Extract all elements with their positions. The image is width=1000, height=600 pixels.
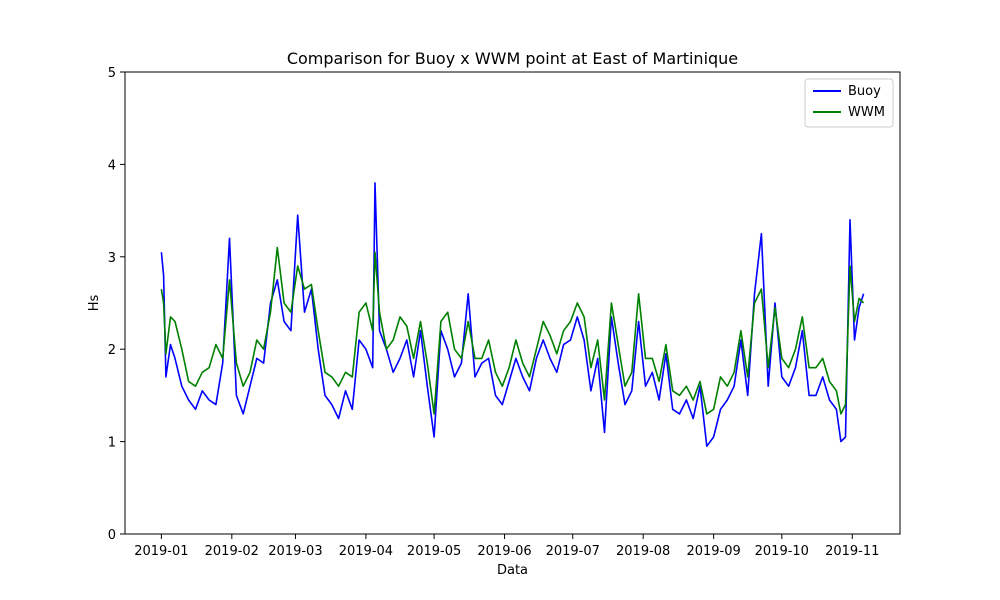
y-axis: 0 1 2 3 4 5 bbox=[108, 66, 125, 543]
x-tick-label: 2019-06 bbox=[477, 544, 531, 559]
x-tick-label: 2019-01 bbox=[134, 544, 188, 559]
y-tick-label: 4 bbox=[108, 158, 116, 173]
y-tick-label: 1 bbox=[108, 436, 116, 451]
x-axis: 2019-01 2019-02 2019-03 2019-04 2019-05 2019-… bbox=[134, 534, 879, 559]
y-axis-label: Hs bbox=[87, 295, 102, 312]
x-tick-label: 2019-08 bbox=[616, 544, 670, 559]
x-tick-label: 2019-05 bbox=[407, 544, 461, 559]
x-tick-label: 2019-09 bbox=[686, 544, 740, 559]
x-tick-label: 2019-10 bbox=[755, 544, 809, 559]
x-tick-label: 2019-02 bbox=[205, 544, 259, 559]
x-tick-label: 2019-07 bbox=[546, 544, 600, 559]
plot-area bbox=[125, 72, 900, 534]
x-tick-label: 2019-04 bbox=[339, 544, 393, 559]
x-axis-label: Data bbox=[497, 563, 528, 578]
legend: Buoy WWM bbox=[804, 78, 894, 128]
legend-label-wwm: WWM bbox=[848, 105, 885, 120]
y-tick-label: 5 bbox=[108, 66, 116, 81]
x-tick-label: 2019-03 bbox=[268, 544, 322, 559]
series-layer bbox=[160, 182, 865, 447]
plot-frame bbox=[124, 71, 901, 535]
chart-title: Comparison for Buoy x WWM point at East … bbox=[287, 49, 738, 68]
series-line-wwm bbox=[160, 246, 865, 415]
y-tick-label: 3 bbox=[108, 251, 116, 266]
y-tick-label: 0 bbox=[108, 528, 116, 543]
series-line-buoy bbox=[160, 182, 865, 447]
legend-label-buoy: Buoy bbox=[848, 84, 881, 99]
x-tick-label: 2019-11 bbox=[825, 544, 879, 559]
y-tick-label: 2 bbox=[108, 343, 116, 358]
